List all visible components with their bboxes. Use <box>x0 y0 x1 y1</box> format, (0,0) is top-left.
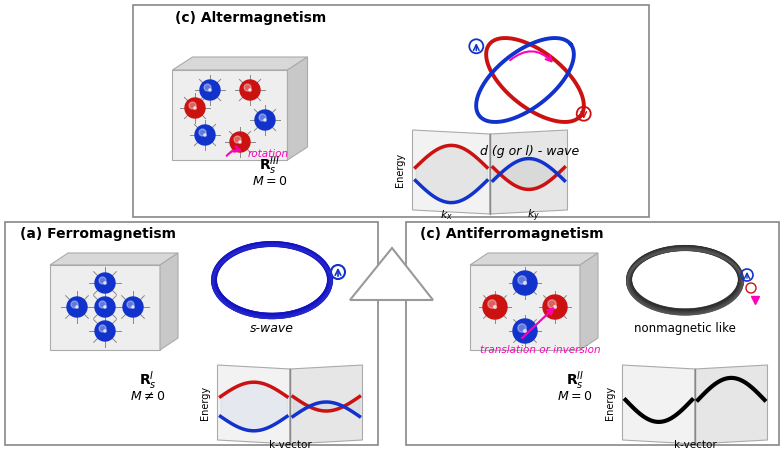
Text: rotation: rotation <box>248 149 289 159</box>
Polygon shape <box>288 57 307 160</box>
Text: d (g or l) - wave: d (g or l) - wave <box>481 145 579 158</box>
Text: (c) Altermagnetism: (c) Altermagnetism <box>175 11 326 25</box>
Circle shape <box>230 132 250 152</box>
Circle shape <box>103 306 106 308</box>
Circle shape <box>204 84 211 91</box>
Polygon shape <box>217 365 290 444</box>
Circle shape <box>483 295 507 319</box>
Circle shape <box>524 329 526 333</box>
Polygon shape <box>470 265 580 350</box>
Polygon shape <box>470 253 598 265</box>
Text: k-vector: k-vector <box>673 440 717 450</box>
Circle shape <box>195 125 215 145</box>
Circle shape <box>99 301 106 308</box>
Circle shape <box>99 325 106 332</box>
Circle shape <box>204 134 206 136</box>
Text: $k_y$: $k_y$ <box>527 207 540 224</box>
Text: s-wave: s-wave <box>250 322 294 335</box>
Circle shape <box>123 297 143 317</box>
Circle shape <box>517 276 526 284</box>
Text: $M=0$: $M=0$ <box>557 390 593 403</box>
Circle shape <box>255 110 275 130</box>
Circle shape <box>103 282 106 284</box>
Text: $k_x$: $k_x$ <box>440 208 453 222</box>
Circle shape <box>488 300 496 308</box>
Polygon shape <box>50 253 178 265</box>
Text: (c) Antiferromagnetism: (c) Antiferromagnetism <box>420 227 604 241</box>
Circle shape <box>71 301 78 308</box>
Circle shape <box>95 297 115 317</box>
Circle shape <box>99 277 106 284</box>
Circle shape <box>95 273 115 293</box>
Text: $M=0$: $M=0$ <box>252 175 288 188</box>
Bar <box>406 222 779 445</box>
Circle shape <box>200 80 220 100</box>
Circle shape <box>494 306 496 308</box>
Polygon shape <box>50 265 160 350</box>
Circle shape <box>513 271 537 295</box>
Circle shape <box>543 295 567 319</box>
Text: (a) Ferromagnetism: (a) Ferromagnetism <box>20 227 176 241</box>
Circle shape <box>185 98 205 118</box>
Text: nonmagnetic like: nonmagnetic like <box>634 322 736 335</box>
Circle shape <box>554 306 557 308</box>
Circle shape <box>239 141 241 143</box>
Text: $\mathbf{R}_s^{I}$: $\mathbf{R}_s^{I}$ <box>139 369 157 392</box>
Circle shape <box>189 102 196 109</box>
Text: Energy: Energy <box>395 153 405 187</box>
Polygon shape <box>412 130 490 214</box>
Polygon shape <box>580 253 598 350</box>
Circle shape <box>240 80 260 100</box>
Circle shape <box>244 84 251 91</box>
Circle shape <box>67 297 87 317</box>
Circle shape <box>199 129 206 136</box>
Circle shape <box>548 300 556 308</box>
Circle shape <box>103 330 106 332</box>
Bar <box>133 5 649 217</box>
Text: $\mathbf{R}_s^{II}$: $\mathbf{R}_s^{II}$ <box>566 369 584 392</box>
Polygon shape <box>172 70 288 160</box>
Polygon shape <box>290 365 362 444</box>
Polygon shape <box>172 57 307 70</box>
Text: k-vector: k-vector <box>269 440 311 450</box>
Circle shape <box>209 89 211 91</box>
Polygon shape <box>490 130 568 214</box>
Circle shape <box>95 321 115 341</box>
Text: $M\neq0$: $M\neq0$ <box>130 390 165 403</box>
Circle shape <box>234 136 241 143</box>
Circle shape <box>263 119 267 121</box>
Circle shape <box>76 306 78 308</box>
Text: Energy: Energy <box>605 386 615 419</box>
Circle shape <box>524 282 526 284</box>
Circle shape <box>513 319 537 343</box>
Polygon shape <box>695 365 768 444</box>
Polygon shape <box>622 365 695 444</box>
Polygon shape <box>350 248 433 300</box>
Circle shape <box>517 324 526 332</box>
Bar <box>5 222 378 445</box>
Circle shape <box>259 114 266 121</box>
Circle shape <box>249 89 251 91</box>
Circle shape <box>194 107 196 109</box>
Text: $\mathbf{R}_s^{III}$: $\mathbf{R}_s^{III}$ <box>260 154 281 177</box>
Polygon shape <box>160 253 178 350</box>
Circle shape <box>127 301 134 308</box>
Text: translation or inversion: translation or inversion <box>480 345 601 355</box>
Text: Energy: Energy <box>201 386 210 419</box>
Circle shape <box>132 306 134 308</box>
